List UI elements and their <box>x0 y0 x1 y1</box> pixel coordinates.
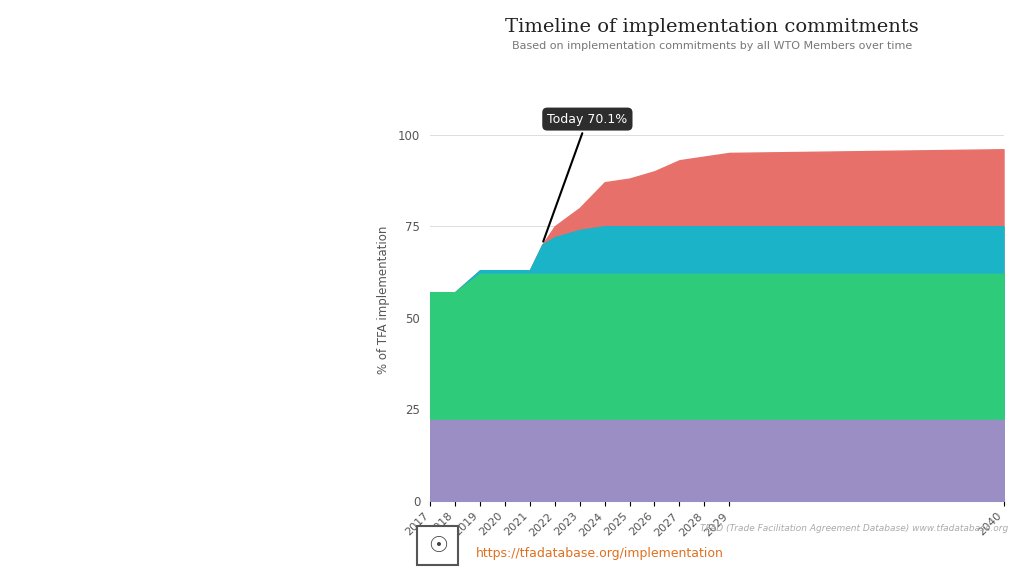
Text: Based on implementation commitments by all WTO Members over time: Based on implementation commitments by a… <box>512 41 911 51</box>
Text: ACCORDING TO: ACCORDING TO <box>137 354 262 367</box>
Text: THE ENTIRE: THE ENTIRE <box>151 190 249 203</box>
Y-axis label: % of TFA implementation: % of TFA implementation <box>377 225 390 374</box>
Text: THE RATE OF TFA: THE RATE OF TFA <box>130 91 269 105</box>
Text: COMMITMENTS FOR: COMMITMENTS FOR <box>118 157 282 170</box>
Text: ☉: ☉ <box>428 536 447 556</box>
Text: IMPLEMENTATION: IMPLEMENTATION <box>125 124 274 138</box>
Text: Timeline of implementation commitments: Timeline of implementation commitments <box>505 18 919 36</box>
Text: COMMITMENTS: COMMITMENTS <box>136 485 263 499</box>
Text: TO DATE: TO DATE <box>166 321 233 335</box>
Text: Today 70.1%: Today 70.1% <box>543 112 628 241</box>
Text: 70.1%: 70.1% <box>167 286 232 304</box>
Text: AT: AT <box>189 255 210 269</box>
Text: AND DEVELOPED: AND DEVELOPED <box>131 419 268 433</box>
Text: TFAD (Trade Facilitation Agreement Database) www.tfadatabase.org: TFAD (Trade Facilitation Agreement Datab… <box>700 524 1009 533</box>
Text: MEMBERS: MEMBERS <box>159 452 241 466</box>
Text: NOTIFICATION DATA: NOTIFICATION DATA <box>118 386 282 400</box>
Text: https://tfadatabase.org/implementation: https://tfadatabase.org/implementation <box>476 547 724 560</box>
FancyBboxPatch shape <box>417 526 459 565</box>
Text: MEMBERSHIP STANDS: MEMBERSHIP STANDS <box>110 222 290 236</box>
